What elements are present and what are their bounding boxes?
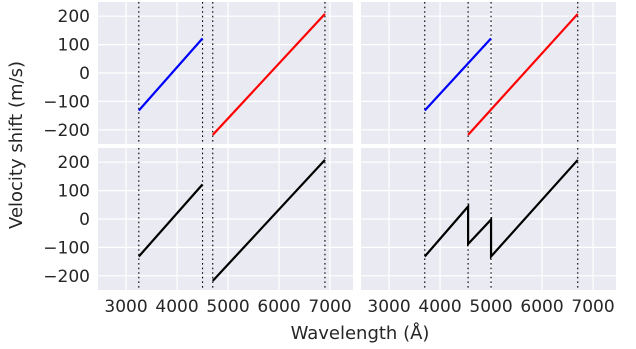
y-tick-label: 100 xyxy=(58,182,90,202)
y-tick-label: 200 xyxy=(58,7,90,27)
y-tick-label: 0 xyxy=(79,210,90,230)
x-tick-label: 4000 xyxy=(418,297,461,317)
x-tick-label: 4000 xyxy=(155,297,198,317)
series-line-red-2 xyxy=(211,13,326,136)
y-tick-label: −100 xyxy=(43,92,90,112)
panels: −200 −100 0 100 200 −200 −100 0 100 200 3000 4000 50… xyxy=(43,2,616,317)
series-line-black-1 xyxy=(137,183,204,258)
y-tick-label: −100 xyxy=(43,238,90,258)
y-tick-label: −200 xyxy=(43,267,90,287)
y-axis-label: Velocity shift (m/s) xyxy=(6,61,27,229)
series-line-black-2 xyxy=(211,159,326,282)
y-tick-label: 0 xyxy=(79,64,90,84)
series-line-red-2 xyxy=(467,13,579,136)
panel-top-left: −200 −100 0 100 200 xyxy=(43,2,353,144)
x-tick-label: 6000 xyxy=(520,297,563,317)
x-tick-label: 5000 xyxy=(206,297,249,317)
panel-top-right xyxy=(361,2,616,144)
x-tick-label: 6000 xyxy=(257,297,300,317)
series-line-blue-1 xyxy=(137,37,204,112)
x-tick-label: 7000 xyxy=(308,297,351,317)
y-tick-label: −200 xyxy=(43,121,90,141)
x-tick-label: 5000 xyxy=(469,297,512,317)
x-tick-label: 3000 xyxy=(367,297,410,317)
x-axis-label: Wavelength (Å) xyxy=(291,322,430,344)
y-tick-label: 100 xyxy=(58,36,90,56)
y-tick-label: 200 xyxy=(58,153,90,173)
panel-bottom-left: −200 −100 0 100 200 3000 4000 5000 6000 7000 xyxy=(43,148,353,317)
panel-bottom-right: 3000 4000 5000 6000 7000 xyxy=(361,148,616,317)
x-tick-label: 7000 xyxy=(571,297,614,317)
x-tick-label: 3000 xyxy=(104,297,147,317)
series-line-blue-1 xyxy=(423,37,492,112)
series-line-black-1 xyxy=(423,159,579,260)
